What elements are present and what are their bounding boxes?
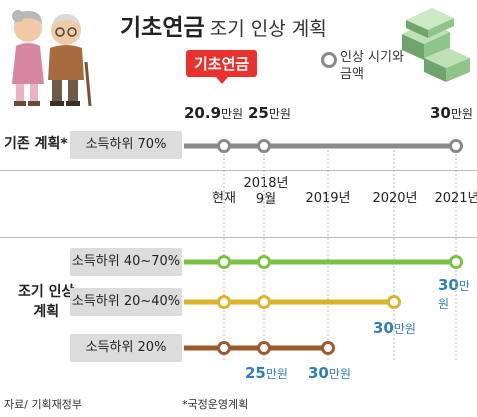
money-stack-illustration xyxy=(402,8,470,82)
existing-plan-label: 소득하위 70% xyxy=(70,131,182,159)
early-plan-series-2-marker-3 xyxy=(387,295,401,309)
end-label-series-3b-num: 30 xyxy=(308,364,329,382)
early-plan-series-2-marker-2 xyxy=(257,295,271,309)
early-plan-series-3-marker-2 xyxy=(257,341,271,355)
amount-top-2: 25만원 xyxy=(248,104,291,122)
amount-top-1-num: 20.9 xyxy=(184,104,222,122)
x-tick-2-line-2: 9월 xyxy=(255,192,277,207)
early-plan-series-3-marker-3 xyxy=(321,341,335,355)
amount-top-3-unit: 만원 xyxy=(450,107,473,121)
early-plan-section-line-1: 조기 인상 xyxy=(18,284,75,300)
amount-top-1: 20.9만원 xyxy=(184,104,243,122)
x-tick-2: 2018년 9월 xyxy=(243,176,289,208)
early-plan-section-line-2: 계획 xyxy=(33,304,60,320)
source-note: 자료/ 기획재정부 xyxy=(4,398,83,411)
elderly-couple-illustration xyxy=(12,10,92,107)
amount-top-3-num: 30 xyxy=(430,104,451,122)
legend-line-1: 인상 시기와 xyxy=(340,50,404,65)
existing-plan-section: 기존 계획* xyxy=(4,136,68,152)
title-rest: 조기 인상 계획 xyxy=(209,18,327,40)
amount-top-2-num: 25 xyxy=(248,104,269,122)
end-label-series-2-unit: 만원 xyxy=(393,322,416,336)
early-plan-series-1-marker-2 xyxy=(257,255,271,269)
x-tick-4-line-1: 2020년 xyxy=(372,191,418,206)
x-tick-4: 2020년 xyxy=(372,191,418,207)
early-plan-series-3-marker-1 xyxy=(217,341,231,355)
early-plan-series-1-marker-3 xyxy=(449,255,463,269)
end-label-series-3a-num: 25 xyxy=(245,364,266,382)
legend-marker-icon xyxy=(321,52,337,68)
legend-line-2: 금액 xyxy=(340,67,364,82)
existing-plan-marker-3 xyxy=(449,139,463,153)
early-plan-section: 조기 인상 계획 xyxy=(18,282,74,322)
callout-tail xyxy=(216,77,228,84)
end-label-series-1: 30만원 xyxy=(438,276,477,312)
early-plan-label-1: 소득하위 40~70% xyxy=(70,248,182,276)
early-plan-label-3: 소득하위 20% xyxy=(70,334,182,362)
callout-text: 기초연금 xyxy=(186,50,258,77)
end-label-series-3b: 30만원 xyxy=(308,364,351,382)
amount-top-1-unit: 만원 xyxy=(221,107,244,121)
end-label-series-3a: 25만원 xyxy=(245,364,288,382)
end-label-series-1-num: 30 xyxy=(438,276,459,294)
existing-plan-marker-2 xyxy=(257,139,271,153)
end-label-series-2-num: 30 xyxy=(373,319,394,337)
amount-top-3: 30만원 xyxy=(430,104,473,122)
early-plan-series-2-marker-1 xyxy=(217,295,231,309)
x-tick-2-line-1: 2018년 xyxy=(243,176,289,191)
title-bold: 기초연금 xyxy=(120,15,205,41)
end-label-series-2: 30만원 xyxy=(373,319,416,337)
end-label-series-3a-unit: 만원 xyxy=(265,367,288,381)
divider-top xyxy=(0,170,477,171)
end-label-series-3b-unit: 만원 xyxy=(328,367,351,381)
callout-badge: 기초연금 xyxy=(186,50,258,84)
amount-top-2-unit: 만원 xyxy=(268,107,291,121)
end-label-series-1-unit: 만원 xyxy=(438,279,470,311)
legend: 인상 시기와 금액 xyxy=(340,49,404,83)
existing-plan-marker-1 xyxy=(217,139,231,153)
early-plan-series-1-marker-1 xyxy=(217,255,231,269)
footnote: *국정운영계획 xyxy=(182,398,249,411)
early-plan-label-2: 소득하위 20~40% xyxy=(70,288,182,316)
divider-bottom xyxy=(0,237,477,238)
chart-title: 기초연금 조기 인상 계획 xyxy=(120,8,327,42)
